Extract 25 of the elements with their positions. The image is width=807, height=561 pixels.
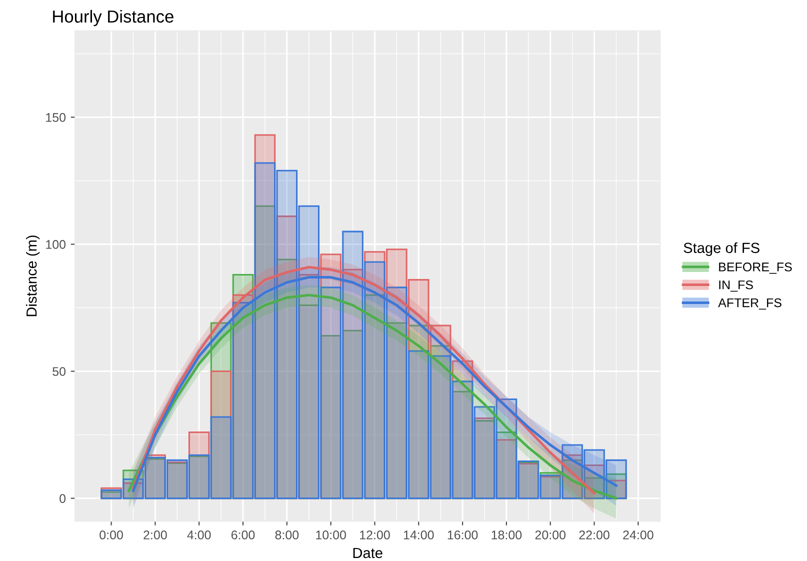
x-tick-label: 20:00 (535, 530, 566, 540)
x-tick-label: 22:00 (579, 530, 610, 540)
y-tick-label: 50 (52, 367, 66, 376)
legend-label: IN_FS (719, 280, 753, 292)
y-tick-label: 100 (46, 240, 66, 249)
x-tick-label: 12:00 (360, 530, 390, 540)
bar (210, 416, 232, 500)
x-axis-title: Date (353, 548, 382, 558)
x-tick-label: 16:00 (448, 530, 478, 540)
x-tick-label: 10:00 (316, 530, 346, 540)
x-tick-label: 6:00 (231, 530, 255, 540)
x-tick-label: 2:00 (144, 530, 167, 540)
y-axis-title: Distance (m) (26, 236, 40, 316)
chart-title: Hourly Distance (53, 10, 174, 26)
x-tick-label: 14:00 (404, 530, 434, 540)
x-tick-label: 24:00 (623, 530, 654, 540)
x-tick-label: 8:00 (275, 530, 299, 540)
y-tick-label: 0 (60, 494, 66, 503)
legend-title: Stage of FS (684, 242, 760, 256)
legend-label: AFTER_FS (718, 298, 782, 310)
legend-label: BEFORE_FS (719, 262, 792, 274)
x-tick-label: 4:00 (187, 530, 211, 540)
x-tick-label: 18:00 (492, 530, 522, 540)
y-tick-label: 150 (46, 113, 66, 122)
x-tick-label: 0:00 (100, 530, 123, 540)
